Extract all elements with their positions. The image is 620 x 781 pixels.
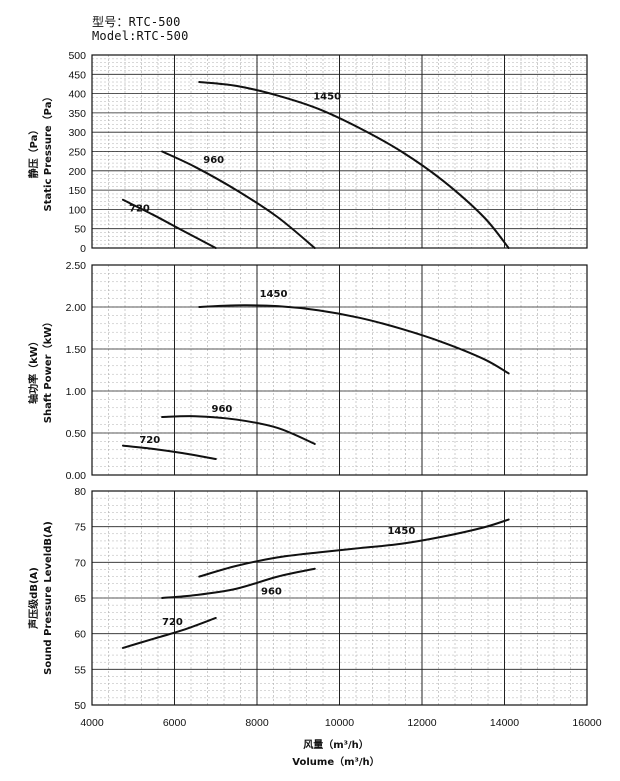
y-tick-label: 2.00 — [66, 302, 87, 314]
plot-frame — [91, 490, 588, 706]
series-line-960 — [161, 567, 316, 599]
y-tick-label: 2.50 — [66, 260, 87, 272]
series-line-960 — [161, 415, 316, 445]
x-tick-label: 16000 — [572, 717, 601, 729]
y-tick-label: 0.50 — [66, 428, 87, 440]
x-axis-label-en: Volume（m³/h） — [292, 755, 379, 768]
y-tick-label: 75 — [74, 522, 86, 534]
y-tick-label: 200 — [68, 166, 86, 178]
y-axis-label-cn: 声压级dB(A) — [27, 567, 40, 630]
y-tick-label: 60 — [74, 629, 86, 641]
x-tick-label: 6000 — [163, 717, 187, 729]
y-tick-label: 0.00 — [66, 470, 87, 482]
series-label-1450: 1450 — [260, 289, 288, 300]
y-tick-label: 150 — [68, 185, 86, 197]
series-line-720 — [121, 198, 217, 249]
series-label-720: 720 — [162, 617, 183, 628]
x-tick-label: 12000 — [407, 717, 436, 729]
series-label-960: 960 — [212, 404, 233, 415]
y-tick-label: 450 — [68, 69, 86, 81]
x-tick-label: 10000 — [325, 717, 354, 729]
x-tick-label: 8000 — [245, 717, 269, 729]
y-tick-label: 70 — [74, 557, 86, 569]
series-label-720: 720 — [139, 435, 160, 446]
model-title-cn: 型号：RTC-500 — [92, 15, 181, 29]
series-line-1450 — [198, 518, 510, 578]
model-title-en: Model:RTC-500 — [92, 29, 189, 43]
y-tick-label: 300 — [68, 127, 86, 139]
y-tick-label: 500 — [68, 50, 86, 62]
y-tick-label: 80 — [74, 486, 86, 498]
y-tick-label: 50 — [74, 224, 86, 236]
series-label-1450: 1450 — [387, 526, 415, 537]
series-label-1450: 1450 — [313, 91, 341, 102]
x-tick-label: 14000 — [490, 717, 519, 729]
series-label-720: 720 — [129, 203, 150, 214]
y-tick-label: 350 — [68, 108, 86, 120]
plot-frame — [91, 264, 588, 476]
y-tick-label: 65 — [74, 593, 86, 605]
series-line-960 — [161, 150, 316, 249]
y-axis-label-en: Shaft Power（kW） — [41, 317, 54, 424]
x-axis-label-cn: 风量（m³/h） — [303, 738, 369, 751]
y-tick-label: 1.00 — [66, 386, 87, 398]
y-tick-label: 0 — [80, 243, 86, 255]
series-line-720 — [121, 444, 217, 461]
y-tick-label: 55 — [74, 664, 86, 676]
y-tick-label: 400 — [68, 89, 86, 101]
series-line-1450 — [198, 304, 510, 375]
series-label-960: 960 — [203, 155, 224, 166]
plot-frame — [91, 54, 588, 249]
series-line-1450 — [198, 81, 510, 249]
y-tick-label: 1.50 — [66, 344, 87, 356]
x-tick-label: 4000 — [80, 717, 104, 729]
y-axis-label-cn: 轴功率（kW） — [27, 336, 40, 404]
series-line-720 — [121, 616, 217, 649]
y-axis-label-en: Sound Pressure LeveldB(A) — [43, 521, 54, 675]
y-tick-label: 100 — [68, 204, 86, 216]
y-tick-label: 50 — [74, 700, 86, 712]
y-axis-label-cn: 静压（Pa） — [27, 125, 40, 179]
y-tick-label: 250 — [68, 147, 86, 159]
y-axis-label-en: Static Pressure（Pa） — [41, 92, 54, 212]
series-label-960: 960 — [261, 586, 282, 597]
